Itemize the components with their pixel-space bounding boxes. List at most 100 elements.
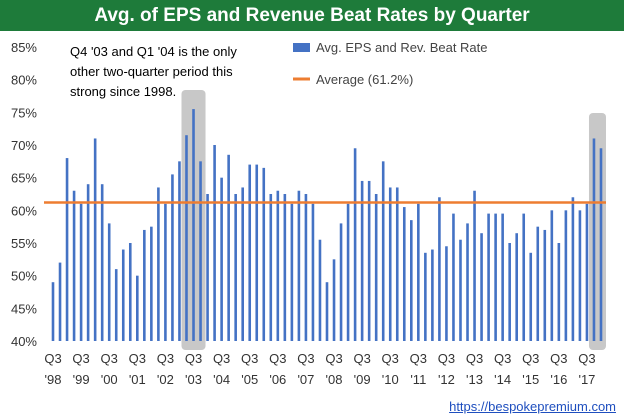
bar — [339, 223, 343, 341]
x-tick-year: '99 — [73, 372, 90, 387]
x-tick-quarter: Q3 — [44, 351, 61, 366]
bar — [550, 210, 554, 341]
x-tick-quarter: Q3 — [213, 351, 230, 366]
bar — [86, 184, 90, 341]
x-tick-quarter: Q3 — [578, 351, 595, 366]
bar — [79, 203, 83, 341]
bar — [571, 197, 575, 341]
bar — [311, 203, 315, 341]
bar — [114, 269, 118, 341]
bar — [332, 259, 336, 341]
bar — [72, 190, 76, 341]
x-tick-year: '09 — [354, 372, 371, 387]
bar — [269, 194, 273, 341]
bar — [304, 194, 308, 341]
bar — [438, 197, 441, 341]
bar — [58, 262, 62, 341]
bar — [466, 223, 469, 341]
bar — [234, 194, 237, 341]
x-tick-year: '01 — [129, 372, 146, 387]
bar — [297, 190, 301, 341]
bar — [473, 190, 476, 341]
bar — [592, 138, 596, 341]
bar — [388, 187, 392, 341]
bar — [100, 184, 104, 341]
bar — [199, 161, 202, 341]
bar — [213, 145, 216, 341]
bar — [171, 174, 174, 341]
y-tick-label: 65% — [11, 171, 37, 186]
bar — [318, 239, 322, 341]
x-tick-quarter: Q3 — [438, 351, 455, 366]
x-tick-year: '10 — [382, 372, 399, 387]
bar — [157, 187, 160, 341]
x-tick-year: '16 — [550, 372, 567, 387]
bar — [424, 252, 427, 341]
bar — [564, 210, 568, 341]
x-tick-year: '02 — [157, 372, 174, 387]
annotation-line: strong since 1998. — [70, 84, 176, 99]
x-tick-year: '04 — [213, 372, 230, 387]
x-tick-quarter: Q3 — [129, 351, 146, 366]
x-tick-year: '98 — [45, 372, 62, 387]
y-tick-label: 50% — [11, 269, 37, 284]
bar — [459, 239, 462, 341]
x-tick-quarter: Q3 — [241, 351, 258, 366]
bar — [522, 213, 526, 341]
bar — [402, 207, 406, 341]
bar — [578, 210, 582, 341]
highlight-box — [588, 113, 606, 350]
y-tick-label: 45% — [11, 301, 37, 316]
bar — [501, 213, 504, 341]
chart-title: Avg. of EPS and Revenue Beat Rates by Qu… — [0, 0, 624, 31]
bar — [494, 213, 497, 341]
bar — [150, 226, 153, 341]
bar — [381, 161, 385, 341]
bar — [346, 203, 350, 341]
bar — [543, 229, 547, 341]
bar — [93, 138, 97, 341]
bar — [206, 194, 209, 341]
bar — [185, 135, 188, 341]
bar — [536, 226, 540, 341]
x-tick-year: '12 — [438, 372, 455, 387]
bar — [529, 252, 533, 341]
source-link[interactable]: https://bespokepremium.com — [449, 399, 616, 414]
y-tick-label: 75% — [11, 105, 37, 120]
bar — [107, 223, 111, 341]
x-tick-quarter: Q3 — [410, 351, 427, 366]
bar — [143, 229, 146, 341]
bar — [283, 194, 287, 341]
annotation-line: other two-quarter period this — [70, 64, 233, 79]
legend-label-average: Average (61.2%) — [316, 72, 413, 87]
x-tick-quarter: Q3 — [382, 351, 399, 366]
y-tick-label: 40% — [11, 334, 37, 349]
legend-label-beat-rate: Avg. EPS and Rev. Beat Rate — [316, 40, 488, 55]
x-tick-year: '13 — [466, 372, 483, 387]
y-tick-label: 60% — [11, 203, 37, 218]
y-tick-label: 70% — [11, 138, 37, 153]
bar — [164, 203, 167, 341]
bar — [445, 246, 448, 341]
x-tick-quarter: Q3 — [466, 351, 483, 366]
x-tick-quarter: Q3 — [522, 351, 539, 366]
bar — [51, 282, 55, 341]
x-tick-quarter: Q3 — [353, 351, 370, 366]
bar — [599, 148, 603, 341]
bar — [367, 180, 371, 341]
bar — [585, 203, 589, 341]
bar — [121, 249, 125, 341]
x-tick-year: '17 — [578, 372, 595, 387]
bar — [410, 220, 413, 341]
x-tick-quarter: Q3 — [157, 351, 174, 366]
y-tick-label: 80% — [11, 73, 37, 88]
x-tick-quarter: Q3 — [72, 351, 89, 366]
bar — [248, 164, 252, 341]
legend-swatch-beat-rate — [293, 43, 310, 52]
bar — [353, 148, 357, 341]
x-tick-quarter: Q3 — [325, 351, 342, 366]
bar — [128, 243, 132, 341]
bar — [276, 190, 280, 341]
bar — [360, 180, 364, 341]
